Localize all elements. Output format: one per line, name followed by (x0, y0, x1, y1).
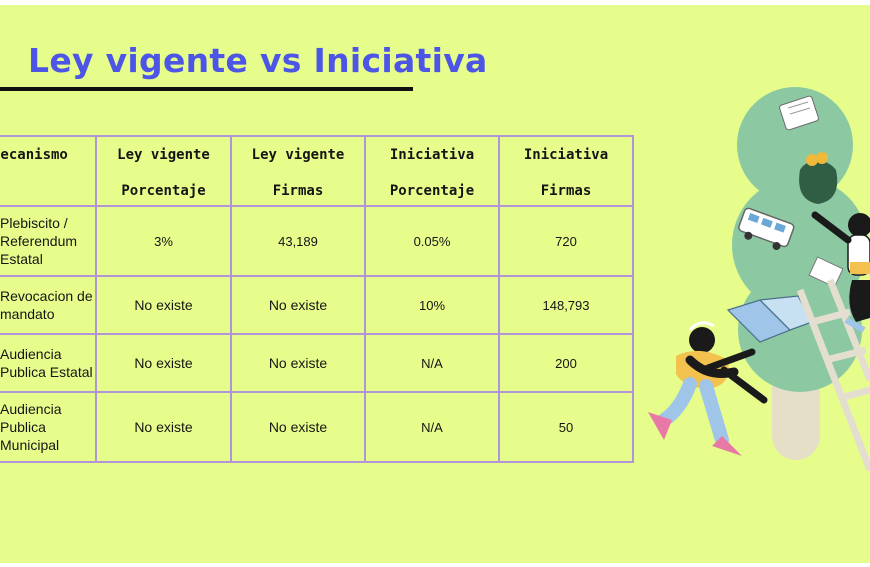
person-climbing-icon (811, 211, 870, 333)
header-label: Mecanismo (0, 147, 68, 163)
cell-ley-firmas: No existe (230, 333, 366, 393)
header-ley-porcentaje: Ley vigente Porcentaje (95, 135, 232, 207)
mecanismo-line: Publica (0, 419, 46, 435)
cell-ley-firmas: No existe (230, 391, 366, 463)
bus-icon (738, 207, 795, 251)
cell-ley-porcentaje: No existe (95, 275, 232, 335)
mecanismo-line: Referendum (0, 233, 78, 249)
mecanismo-line: Audiencia (0, 346, 62, 362)
header-sublabel: Firmas (540, 183, 592, 199)
book-icon (726, 295, 813, 343)
scroll-icon (779, 95, 819, 131)
cell-ini-firmas: 50 (498, 391, 634, 463)
cell-ini-firmas: 148,793 (498, 275, 634, 335)
cell-ini-porcentaje: 10% (364, 275, 500, 335)
cell-value: No existe (268, 419, 328, 435)
table-row: Audiencia Publica Estatal No existe No e… (0, 333, 634, 393)
table-row: Plebiscito / Referendum Estatal 3% 43,18… (0, 205, 634, 277)
cell-ley-firmas: 43,189 (230, 205, 366, 277)
header-sublabel: Porcentaje (121, 183, 206, 199)
mecanismo-line: Audiencia (0, 401, 62, 417)
cell-mecanismo: Audiencia Publica Estatal (0, 333, 97, 393)
mecanismo-line: Revocacion de (0, 288, 93, 304)
tree-illustration (648, 87, 870, 472)
cell-value: 50 (558, 420, 574, 435)
cell-ini-porcentaje: N/A (364, 391, 500, 463)
cell-value: 200 (555, 356, 577, 371)
table-header-row: Mecanismo Ley vigente Porcentaje Ley vig… (0, 135, 634, 207)
cell-value: 720 (555, 234, 577, 249)
cell-value: N/A (421, 356, 443, 371)
mecanismo-line: mandato (0, 306, 55, 322)
cell-value: No existe (134, 419, 193, 435)
header-label: Iniciativa (389, 147, 475, 163)
cell-mecanismo: Plebiscito / Referendum Estatal (0, 205, 97, 277)
table-row: Audiencia Publica Municipal No existe No… (0, 391, 634, 463)
header-ley-firmas: Ley vigente Firmas (230, 135, 366, 207)
money-bag-icon (799, 152, 838, 204)
comparison-table: Mecanismo Ley vigente Porcentaje Ley vig… (0, 135, 634, 463)
person-running-icon (648, 321, 768, 456)
cell-value: 43,189 (278, 234, 318, 249)
cell-ley-porcentaje: No existe (95, 391, 232, 463)
page-title: Ley vigente vs Iniciativa (28, 41, 488, 80)
mecanismo-line: Plebiscito / (0, 215, 68, 231)
cell-ini-firmas: 720 (498, 205, 634, 277)
cell-ley-porcentaje: No existe (95, 333, 232, 393)
header-label: Ley vigente (251, 147, 345, 163)
cell-value: No existe (268, 355, 328, 371)
cell-mecanismo: Revocacion de mandato (0, 275, 97, 335)
header-label: Iniciativa (523, 147, 609, 163)
cell-ley-firmas: No existe (230, 275, 366, 335)
header-sublabel: Firmas (272, 183, 324, 199)
header-ini-porcentaje: Iniciativa Porcentaje (364, 135, 500, 207)
header-sublabel: Porcentaje (389, 183, 475, 199)
cell-value: 148,793 (542, 298, 590, 313)
mecanismo-line: Municipal (0, 437, 60, 453)
header-ini-firmas: Iniciativa Firmas (498, 135, 634, 207)
mecanismo-line: Estatal (0, 251, 43, 267)
header-label: Ley vigente (117, 147, 210, 163)
cell-ini-firmas: 200 (498, 333, 634, 393)
title-underline (0, 87, 413, 91)
cell-value: 3% (154, 234, 173, 249)
cell-value: No existe (134, 297, 193, 313)
cell-ley-porcentaje: 3% (95, 205, 232, 277)
header-mecanismo: Mecanismo (0, 135, 97, 207)
cell-value: 0.05% (413, 234, 451, 249)
mecanismo-line: Publica Estatal (0, 364, 93, 380)
cell-value: N/A (421, 420, 443, 435)
slide: Ley vigente vs Iniciativa Mecanismo Ley … (0, 5, 870, 563)
table-row: Revocacion de mandato No existe No exist… (0, 275, 634, 335)
cell-value: 10% (418, 298, 446, 313)
cell-mecanismo: Audiencia Publica Municipal (0, 391, 97, 463)
cell-value: No existe (268, 297, 328, 313)
cell-ini-porcentaje: N/A (364, 333, 500, 393)
ladder-icon (796, 278, 870, 472)
paper-icon (808, 256, 844, 288)
cell-value: No existe (134, 355, 193, 371)
cell-ini-porcentaje: 0.05% (364, 205, 500, 277)
